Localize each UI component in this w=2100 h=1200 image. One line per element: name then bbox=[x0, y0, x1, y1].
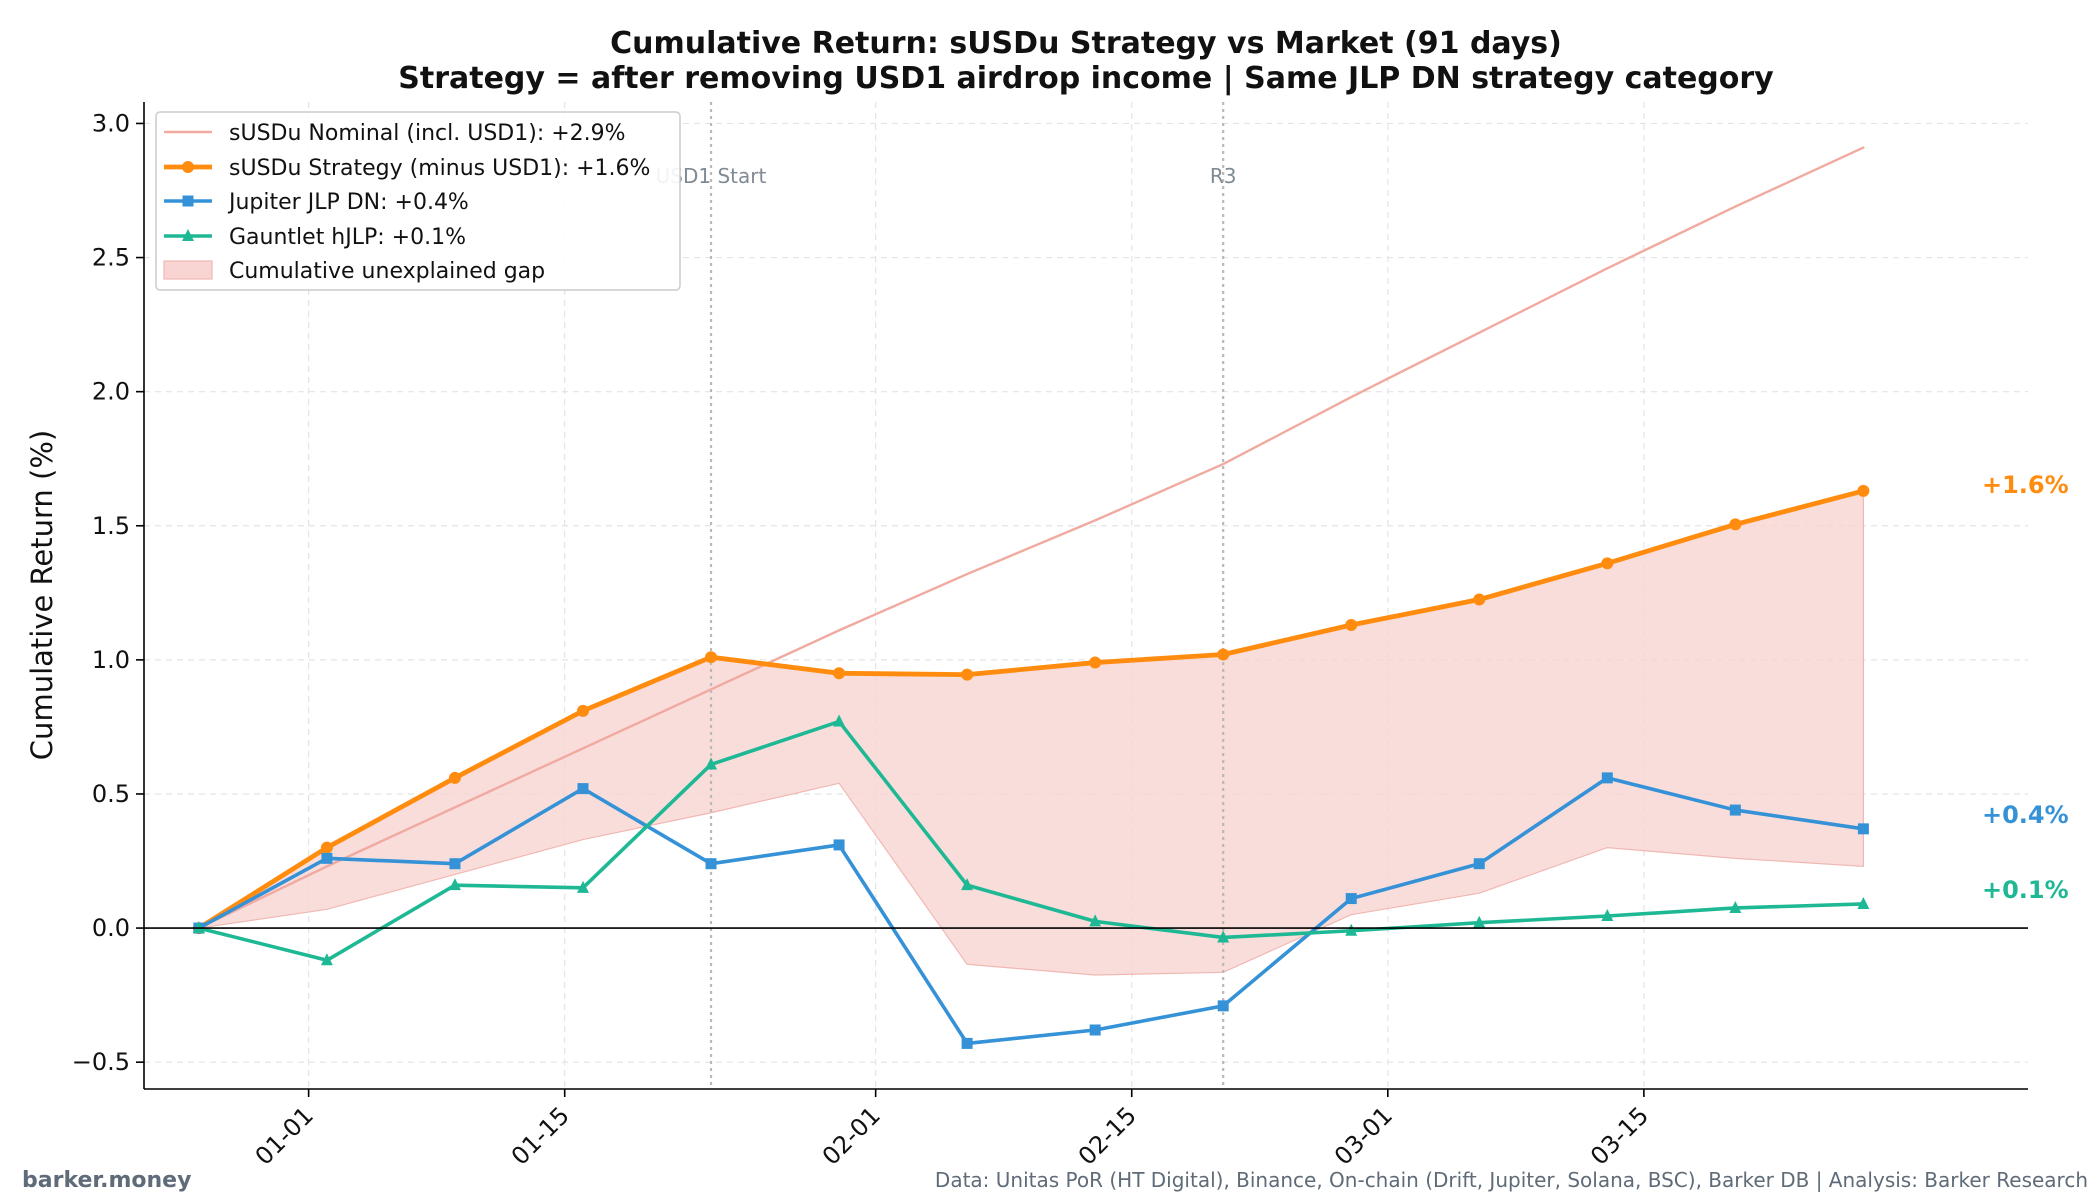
end-label: +0.1% bbox=[1982, 876, 2069, 904]
x-tick-label: 01-15 bbox=[506, 1101, 575, 1170]
data-point bbox=[1473, 858, 1485, 870]
data-point bbox=[705, 858, 717, 870]
y-tick-label: 2.5 bbox=[92, 244, 130, 272]
data-point bbox=[961, 878, 974, 891]
data-point bbox=[1601, 772, 1613, 784]
data-point bbox=[1857, 484, 1870, 497]
end-label: +1.6% bbox=[1982, 471, 2069, 499]
data-point bbox=[1729, 804, 1741, 816]
data-point bbox=[577, 783, 589, 795]
data-point bbox=[576, 704, 589, 717]
y-tick-label: 3.0 bbox=[92, 109, 130, 137]
y-tick-label: 0.5 bbox=[92, 780, 130, 808]
data-point bbox=[182, 161, 194, 173]
data-point bbox=[320, 953, 333, 966]
x-tick-label: 02-15 bbox=[1073, 1101, 1142, 1170]
y-tick-label: 0.0 bbox=[92, 914, 130, 942]
chart-title: Cumulative Return: sUSDu Strategy vs Mar… bbox=[610, 26, 1562, 61]
footer-brand: barker.money bbox=[22, 1168, 191, 1193]
legend-entry-label: sUSDu Strategy (minus USD1): +1.6% bbox=[229, 156, 650, 181]
data-point bbox=[1601, 909, 1614, 922]
chart-subtitle: Strategy = after removing USD1 airdrop i… bbox=[398, 61, 1774, 96]
data-point bbox=[321, 852, 333, 864]
series-line bbox=[196, 488, 1866, 931]
data-point bbox=[1217, 1000, 1229, 1012]
data-point bbox=[1089, 914, 1102, 927]
y-axis-label: Cumulative Return (%) bbox=[25, 430, 59, 760]
series-jupiter-jlp-dn bbox=[193, 772, 1869, 1049]
series-line bbox=[197, 719, 1866, 963]
data-point bbox=[833, 839, 845, 851]
series-layer bbox=[192, 146, 1870, 1049]
data-point bbox=[1217, 648, 1230, 661]
series-line bbox=[197, 146, 1865, 930]
x-tick-label: 03-01 bbox=[1329, 1101, 1398, 1170]
data-point bbox=[1089, 1024, 1101, 1036]
data-point bbox=[961, 1037, 973, 1049]
data-point bbox=[1857, 823, 1869, 835]
event-line-label: R3 bbox=[1210, 164, 1237, 188]
data-point bbox=[705, 651, 718, 664]
legend-frame bbox=[155, 111, 681, 291]
footer-source: Data: Unitas PoR (HT Digital), Binance, … bbox=[935, 1168, 2088, 1192]
data-point bbox=[320, 841, 333, 854]
data-point bbox=[833, 714, 846, 727]
data-point bbox=[1729, 900, 1742, 913]
data-point bbox=[1473, 593, 1486, 606]
y-tick-label: −0.5 bbox=[72, 1048, 130, 1076]
data-point bbox=[448, 771, 461, 784]
data-point bbox=[448, 878, 461, 891]
data-point bbox=[1473, 915, 1486, 928]
series-gauntlet-hjlp bbox=[192, 714, 1870, 966]
data-point bbox=[1601, 557, 1614, 570]
data-point bbox=[961, 668, 974, 681]
data-point bbox=[182, 195, 194, 207]
y-tick-label: 1.0 bbox=[92, 646, 130, 674]
data-point bbox=[182, 229, 194, 241]
legend-entry-label: Gauntlet hJLP: +0.1% bbox=[229, 225, 466, 250]
y-tick-label: 1.5 bbox=[92, 512, 130, 540]
x-tick-label: 02-01 bbox=[817, 1101, 886, 1170]
legend: sUSDu Nominal (incl. USD1): +2.9% sUSDu S… bbox=[155, 111, 681, 291]
legend-entry-label: Jupiter JLP DN: +0.4% bbox=[227, 190, 469, 215]
data-point bbox=[1345, 619, 1358, 632]
data-point bbox=[192, 921, 205, 934]
data-point bbox=[1089, 656, 1102, 669]
data-point bbox=[833, 667, 846, 680]
data-point bbox=[576, 880, 589, 893]
data-point bbox=[1729, 518, 1742, 531]
data-point bbox=[1217, 930, 1230, 943]
legend-swatch bbox=[163, 260, 213, 280]
data-point bbox=[705, 757, 718, 770]
data-point bbox=[1345, 923, 1358, 936]
series-susdu-nominal-incl-usd1- bbox=[197, 146, 1865, 930]
end-labels: +1.6% +0.4% +0.1% bbox=[1982, 471, 2069, 904]
x-tick-label: 03-15 bbox=[1585, 1101, 1654, 1170]
y-tick-label: 2.0 bbox=[92, 378, 130, 406]
legend-entry-label: sUSDu Nominal (incl. USD1): +2.9% bbox=[229, 121, 626, 146]
data-point bbox=[1345, 893, 1357, 905]
data-point bbox=[1857, 896, 1870, 909]
data-point bbox=[449, 858, 461, 870]
end-label: +0.4% bbox=[1982, 801, 2069, 829]
legend-entry-label: Cumulative unexplained gap bbox=[229, 259, 545, 284]
series-line bbox=[197, 776, 1866, 1046]
x-tick-label: 01-01 bbox=[250, 1101, 319, 1170]
